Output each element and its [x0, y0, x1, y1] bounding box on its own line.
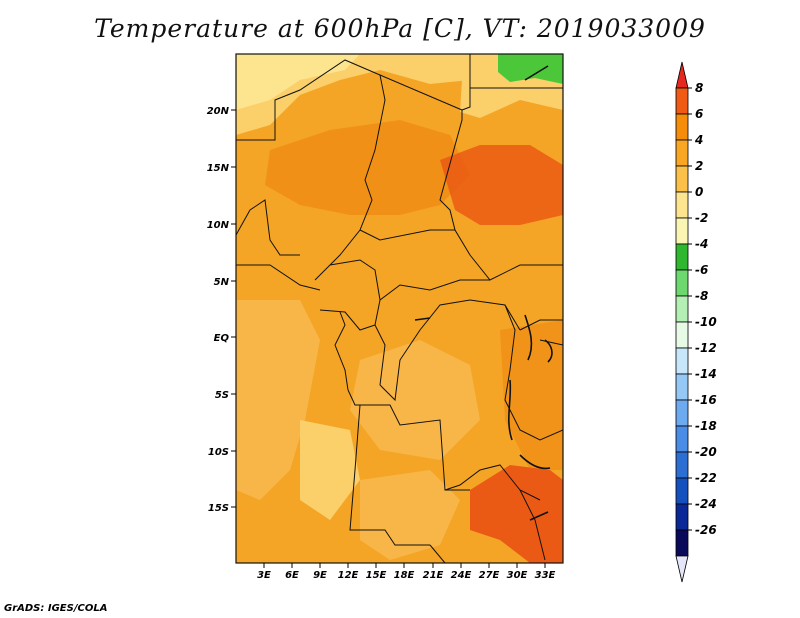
lat-label: 5S [215, 390, 229, 401]
colorbar-swatch [675, 139, 689, 167]
colorbar-swatch [675, 373, 689, 401]
lat-label: 15N [207, 163, 230, 174]
country-borders [236, 54, 563, 563]
temperature-field [236, 54, 563, 563]
lat-label: 15S [208, 503, 229, 514]
lon-axis: 3E 6E 9E 12E 15E 18E 21E 24E 27E 30E 33E [257, 563, 556, 581]
colorbar-label: -20 [695, 445, 717, 459]
colorbar-label: 6 [695, 107, 703, 121]
lon-label: 30E [507, 570, 528, 581]
map-frame [235, 53, 564, 564]
colorbar-swatch [675, 191, 689, 219]
colorbar-label: -10 [695, 315, 717, 329]
colorbar-label: -18 [695, 419, 717, 433]
colorbar-label: -6 [695, 263, 708, 277]
colorbar-swatch [675, 477, 689, 505]
lat-axis: 20N 15N 10N 5N EQ 5S 10S 15S [207, 106, 236, 514]
colorbar-swatch [675, 503, 689, 531]
colorbar-swatch [675, 399, 689, 427]
lon-label: 24E [451, 570, 472, 581]
field-light-west [236, 300, 320, 500]
field-light-central [350, 340, 480, 460]
lon-label: 9E [313, 570, 327, 581]
lat-label: 10S [208, 447, 229, 458]
chart-title: Temperature at 600hPa [C], VT: 201903300… [94, 14, 706, 43]
colorbar-label: -12 [695, 341, 717, 355]
colorbar-label: -14 [695, 367, 717, 381]
lat-label: 5N [214, 277, 230, 288]
colorbar-arrow-top [675, 61, 689, 89]
colorbar-swatch [675, 243, 689, 271]
lon-label: 12E [338, 570, 359, 581]
field-warm-east [500, 320, 563, 470]
colorbar-label: 4 [694, 133, 703, 147]
colorbar-swatch [675, 451, 689, 479]
field-warm-sahel [265, 120, 470, 215]
colorbar-swatch [675, 165, 689, 193]
colorbar-label: -4 [695, 237, 708, 251]
lat-label: EQ [214, 333, 230, 344]
colorbar-label: -8 [695, 289, 708, 303]
colorbar-swatch [675, 87, 689, 115]
lon-label: 27E [479, 570, 500, 581]
field-pale-southwest [300, 420, 360, 520]
colorbar-swatch [675, 295, 689, 323]
lon-label: 21E [423, 570, 444, 581]
colorbar-label: -2 [695, 211, 708, 225]
colorbar-swatch [675, 269, 689, 297]
field-light-south [360, 470, 460, 560]
colorbar-label: -24 [695, 497, 717, 511]
grads-credit: GrADS: IGES/COLA [4, 603, 108, 614]
colorbar-label: -26 [695, 523, 717, 537]
colorbar-swatch [675, 425, 689, 453]
lat-label: 20N [207, 106, 230, 117]
lon-label: 33E [535, 570, 556, 581]
colorbar-label: 2 [695, 159, 703, 173]
colorbar-label: -22 [695, 471, 717, 485]
lon-label: 6E [285, 570, 299, 581]
colorbar-label: 8 [695, 81, 703, 95]
colorbar: 8 6 4 2 0 -2 -4 -6 -8 -10 -12 -14 -16 -18 -20 -22 -24 -26 [675, 61, 717, 583]
colorbar-label: 0 [695, 185, 703, 199]
lon-label: 15E [366, 570, 387, 581]
colorbar-swatch [675, 529, 689, 557]
field-green-northeast [498, 54, 563, 84]
field-hot-sudan [440, 145, 563, 225]
colorbar-arrow-bottom [675, 555, 689, 583]
lat-label: 10N [207, 220, 230, 231]
lakes [414, 65, 553, 521]
colorbar-swatch [675, 321, 689, 349]
colorbar-swatch [675, 217, 689, 245]
field-lightyellow-north [236, 54, 360, 110]
lon-label: 18E [394, 570, 415, 581]
colorbar-label: -16 [695, 393, 717, 407]
lon-label: 3E [257, 570, 271, 581]
colorbar-swatch [675, 347, 689, 375]
colorbar-swatch [675, 113, 689, 141]
